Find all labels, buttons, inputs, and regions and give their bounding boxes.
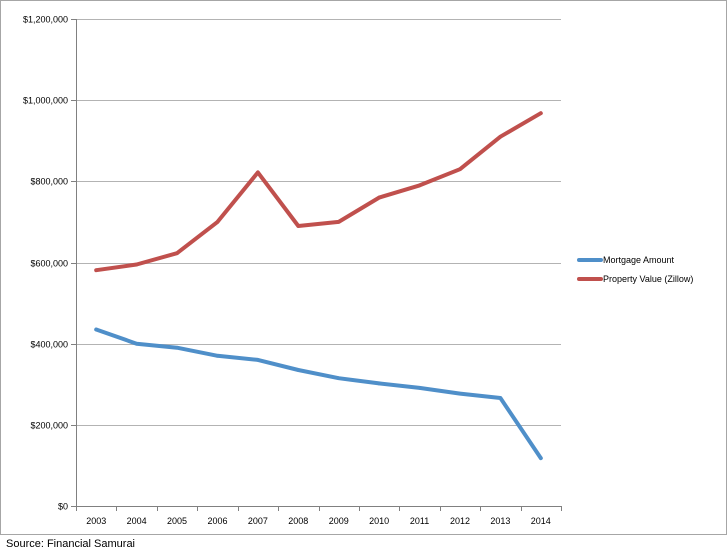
data-point	[215, 354, 220, 358]
series-mortgage-amount	[94, 327, 543, 461]
legend: Mortgage Amount Property Value (Zillow)	[577, 255, 693, 284]
y-tick-label: $200,000	[30, 421, 68, 431]
data-point	[296, 224, 301, 228]
line-chart: $0 $200,000 $400,000 $600,000 $800,000 $1,000…	[23, 15, 693, 527]
x-tick-label: 2014	[531, 516, 551, 526]
data-point	[94, 268, 99, 273]
x-tick-label: 2006	[207, 516, 227, 526]
data-point	[458, 391, 462, 396]
y-tick-label: $1,000,000	[23, 96, 68, 106]
data-point	[498, 134, 503, 139]
series-line	[94, 111, 543, 273]
data-point	[134, 262, 139, 267]
data-point	[175, 251, 179, 255]
legend-label: Mortgage Amount	[603, 255, 675, 265]
y-tick-label: $600,000	[30, 259, 68, 269]
x-tick-label: 2010	[369, 516, 389, 526]
data-point	[94, 327, 99, 332]
data-point	[336, 376, 341, 380]
data-point	[134, 341, 139, 346]
y-tick-label: $0	[58, 502, 68, 512]
data-point	[538, 111, 543, 115]
x-tick-label: 2009	[329, 516, 349, 526]
series-property-value-zillow	[94, 111, 543, 273]
legend-label: Property Value (Zillow)	[603, 274, 693, 284]
data-point	[498, 396, 503, 400]
x-tick-label: 2005	[167, 516, 187, 526]
x-tick-label: 2003	[86, 516, 106, 526]
data-point	[256, 358, 260, 362]
series-lines	[94, 111, 543, 461]
x-tick-label: 2008	[288, 516, 308, 526]
chart-frame: $0 $200,000 $400,000 $600,000 $800,000 $1,000…	[0, 0, 727, 535]
series-line	[94, 327, 543, 461]
data-point	[215, 220, 220, 224]
data-point	[417, 386, 422, 390]
y-tick-label: $800,000	[30, 177, 68, 187]
data-point	[538, 456, 543, 460]
x-tick-label: 2013	[490, 516, 510, 526]
x-tick-label: 2012	[450, 516, 470, 526]
y-axis-ticks: $0 $200,000 $400,000 $600,000 $800,000 $1,000…	[23, 15, 68, 512]
data-point	[256, 170, 260, 175]
x-tick-label: 2007	[248, 516, 268, 526]
data-point	[377, 195, 381, 200]
data-point	[458, 167, 462, 171]
x-tick-label: 2011	[410, 516, 429, 526]
axes	[71, 19, 562, 511]
data-point	[175, 345, 179, 350]
data-point	[296, 368, 301, 372]
x-tick-label: 2004	[127, 516, 147, 526]
data-point	[377, 381, 381, 386]
source-note: Source: Financial Samurai	[6, 538, 136, 550]
y-tick-label: $400,000	[30, 340, 68, 350]
y-tick-label: $1,200,000	[23, 15, 68, 25]
data-point	[417, 183, 422, 188]
data-point	[336, 220, 341, 224]
x-axis-ticks: 2003 2004 2005 2006 2007 2008 2009 2010 2011 2012…	[86, 516, 551, 526]
